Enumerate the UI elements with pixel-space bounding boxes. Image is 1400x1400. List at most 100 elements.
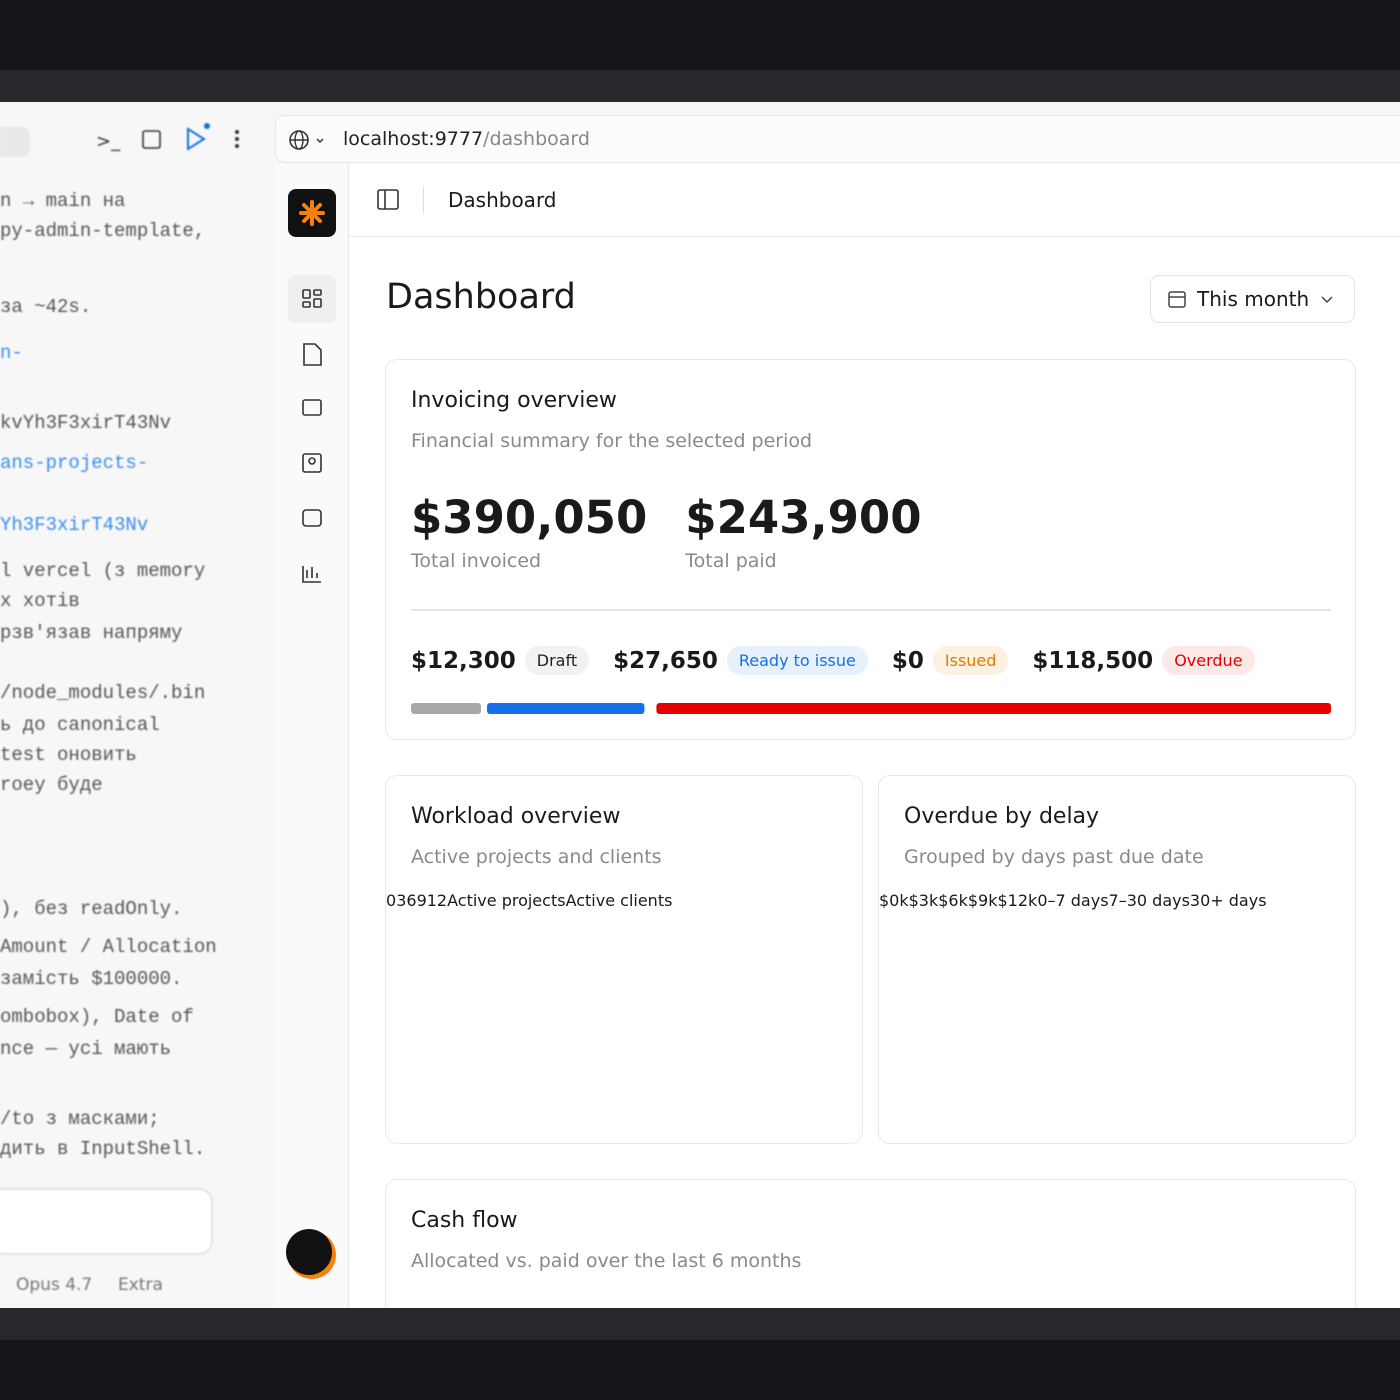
y-tick-label: 6: [406, 891, 417, 910]
total: $243,900 Total paid: [685, 490, 921, 572]
card-subtitle: Active projects and clients: [411, 846, 662, 868]
window: >_ n → main на py-admin-template, за ~42s.…: [0, 102, 1400, 1308]
y-tick-label: $9k: [967, 891, 998, 910]
y-tick-label: $3k: [908, 891, 939, 910]
folder-icon[interactable]: [0, 127, 30, 157]
x-tick-label: 7–30 days: [1108, 891, 1190, 910]
invoicing-card: Invoicing overview Financial summary for…: [385, 359, 1356, 740]
card-title: Cash flow: [411, 1208, 518, 1233]
prompt-input[interactable]: [0, 1188, 213, 1255]
transcript-line: х хотів: [0, 590, 80, 612]
status-amount: $27,650: [613, 647, 718, 674]
y-tick-label: 0: [386, 891, 397, 910]
avatar-face: [286, 1229, 332, 1275]
transcript-line: рзв'язав напряму: [0, 622, 183, 644]
transcript-line: замість $100000.: [0, 968, 183, 990]
total-caption: Total invoiced: [411, 550, 542, 572]
menu-icon: [235, 144, 239, 148]
globe-icon[interactable]: [288, 128, 328, 152]
overdue-card: Overdue by delay Grouped by days past due…: [878, 775, 1356, 1144]
backdrop: [0, 1308, 1400, 1340]
sidebar-toggle[interactable]: [377, 189, 401, 211]
nav-reports[interactable]: [302, 566, 321, 583]
workload-card: Workload overview Active projects and cli…: [385, 775, 863, 1144]
transcript-line: дить в InputShell.: [0, 1138, 206, 1160]
toolbar: >_: [0, 123, 239, 157]
cashflow-card: Cash flow Allocated vs. paid over the la…: [385, 1179, 1356, 1308]
chevron: [1321, 296, 1333, 304]
status-badge: Overdue: [1162, 646, 1255, 675]
transcript-line: ь до canonical: [0, 714, 160, 736]
menu-icon[interactable]: [235, 130, 239, 134]
y-tick-label: $0k: [879, 891, 909, 910]
model[interactable]: Opus 4.7: [16, 1275, 93, 1295]
transcript-line: roey буде: [0, 774, 103, 796]
total: $390,050 Total invoiced: [411, 490, 647, 572]
period-label: This month: [1197, 287, 1310, 311]
page-title: Dashboard: [386, 277, 576, 317]
transcript-line: n → main на: [0, 190, 126, 212]
y-tick-label: 12: [426, 891, 448, 910]
effort[interactable]: Extra: [118, 1275, 163, 1295]
status-segment: [656, 703, 1331, 714]
transcript-line: Yh3F3xirT43Nv: [0, 514, 149, 536]
status-segment: [487, 703, 645, 714]
y-tick-label: 3: [396, 891, 407, 910]
card-subtitle: Financial summary for the selected perio…: [411, 430, 813, 452]
add-icon[interactable]: [142, 130, 161, 149]
x-tick-label: Active projects: [447, 891, 566, 910]
menu-icon: [235, 137, 239, 141]
status-badge: Draft: [524, 646, 590, 675]
transcript-line: /to з масками;: [0, 1108, 160, 1130]
divider: [423, 187, 424, 213]
url-path: /dashboard: [483, 128, 590, 150]
nav-icons: [286, 189, 336, 1279]
transcript-line: Amount / Allocation: [0, 936, 217, 958]
period-select[interactable]: This month: [1150, 275, 1355, 323]
card-subtitle: Grouped by days past due date: [904, 846, 1204, 868]
status-badge: Ready to issue: [726, 646, 868, 675]
y-tick-label: $6k: [938, 891, 968, 910]
transcript-line: /node_modules/.bin: [0, 682, 206, 704]
nav-dashboard[interactable]: [288, 275, 336, 323]
url-host: localhost:9777: [343, 128, 484, 150]
terminal-icon[interactable]: >_: [96, 131, 121, 152]
y-tick-label: $12k: [997, 891, 1038, 910]
transcript-line: ans-projects-: [0, 452, 149, 474]
topbar: Dashboard: [349, 163, 1400, 237]
chart: $0k$3k$6k$9k$12k0–7 days7–30 days30+ day…: [879, 891, 1267, 910]
breadcrumb: Dashboard: [448, 188, 557, 212]
url[interactable]: localhost:9777/dashboard: [343, 128, 590, 150]
dot: [204, 123, 210, 129]
nav-wallet[interactable]: [302, 509, 322, 527]
status-segment: [411, 703, 482, 714]
transcript-line: kvYh3F3xirT43Nv: [0, 412, 172, 434]
status-bar: [411, 703, 1331, 714]
nav-projects[interactable]: [302, 399, 322, 416]
card-subtitle: Allocated vs. paid over the last 6 month…: [411, 1250, 802, 1272]
transcript-line: nce — усі мають: [0, 1038, 172, 1060]
main: Dashboard Dashboard This month Invoicing…: [349, 163, 1400, 1308]
x-tick-label: 30+ days: [1189, 891, 1267, 910]
card-title: Invoicing overview: [411, 388, 617, 413]
chart: 036912Active projectsActive clients: [386, 891, 672, 910]
total-caption: Total paid: [685, 550, 777, 572]
x-tick-label: 0–7 days: [1037, 891, 1109, 910]
run-icon[interactable]: [187, 127, 206, 151]
card-title: Workload overview: [411, 804, 621, 829]
nav-clients[interactable]: [302, 453, 322, 473]
total-value: $243,900: [685, 491, 922, 544]
transcript-line: py-admin-template,: [0, 220, 206, 242]
transcript-line: n-: [0, 342, 23, 364]
total-value: $390,050: [411, 491, 648, 544]
transcript-line: test оновить: [0, 744, 137, 766]
nav-documents[interactable]: [303, 343, 322, 366]
transcript-line: за ~42s.: [0, 296, 92, 318]
transcript-line: ), без readOnly.: [0, 898, 183, 920]
transcript-line: ombobox), Date of: [0, 1006, 194, 1028]
transcript-line: l vercel (з memory: [0, 560, 206, 582]
x-tick-label: Active clients: [565, 891, 673, 910]
card-title: Overdue by delay: [904, 804, 1100, 829]
divider: [411, 609, 1331, 611]
